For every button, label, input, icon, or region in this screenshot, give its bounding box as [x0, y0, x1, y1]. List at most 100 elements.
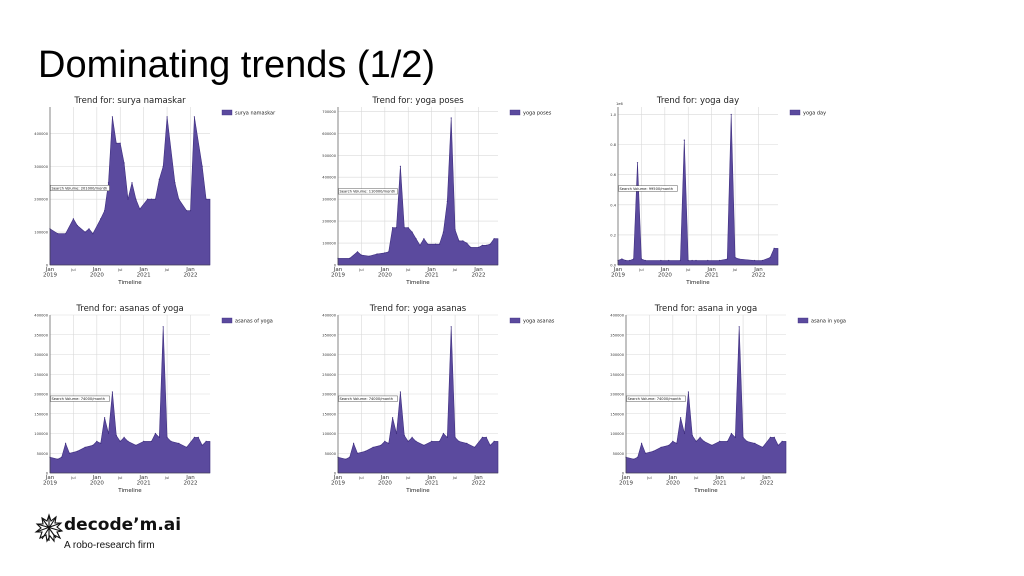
data-point	[372, 446, 374, 448]
data-point	[384, 440, 386, 442]
y-tick-label: 200000	[34, 393, 48, 397]
svg-text:Search Volume: 74000/month: Search Volume: 74000/month	[340, 397, 394, 401]
y-tick-label: 0	[46, 264, 49, 268]
legend: yoga poses	[509, 109, 552, 117]
data-point	[76, 224, 78, 227]
data-point	[411, 436, 413, 438]
y-tick-label: 350000	[610, 333, 624, 337]
x-tick-label: Jul	[685, 268, 690, 272]
data-point	[485, 436, 487, 438]
x-tick-label: Jul	[646, 476, 651, 480]
search-volume-annotation: Search Volume: 99500/month	[618, 185, 678, 192]
data-point	[474, 446, 476, 448]
chart-title: Trend for: asana in yoga	[654, 304, 758, 314]
data-point	[762, 446, 764, 448]
data-point	[485, 244, 487, 246]
data-point	[633, 258, 635, 260]
data-point	[403, 227, 405, 229]
y-tick-label: 50000	[325, 452, 337, 456]
data-point	[660, 446, 662, 448]
data-point	[201, 165, 203, 167]
data-point	[376, 253, 378, 255]
x-tick-label: Jul	[358, 268, 363, 272]
y-tick-label: 50000	[613, 452, 625, 456]
legend-label: asanas of yoga	[235, 319, 273, 325]
data-point	[640, 258, 642, 260]
x-tick-label: Jul	[117, 268, 122, 272]
data-point	[392, 417, 394, 419]
y-tick-label: 150000	[610, 412, 624, 416]
data-point	[738, 326, 740, 328]
x-tick-label: Jul	[164, 268, 169, 272]
data-point	[353, 442, 355, 444]
data-point	[388, 442, 390, 444]
y-tick-label: 350000	[34, 333, 48, 337]
data-point	[88, 228, 90, 230]
data-point	[174, 182, 176, 184]
x-tick-label: Jan 2021	[137, 267, 151, 279]
y-tick-label: 250000	[322, 373, 336, 377]
data-point	[687, 259, 689, 262]
data-point	[442, 432, 444, 435]
data-point	[450, 326, 452, 328]
y-tick-label: 300000	[322, 353, 336, 357]
data-point	[427, 243, 429, 245]
data-point	[680, 417, 682, 419]
x-tick-label: Jan 2020	[90, 475, 104, 487]
data-point	[493, 238, 495, 240]
svg-text:Search Volume: 74000/month: Search Volume: 74000/month	[628, 397, 682, 401]
legend-swatch	[221, 109, 233, 116]
data-point	[123, 436, 125, 438]
y-tick-label: 150000	[34, 412, 48, 416]
y-tick-label: 200000	[610, 393, 624, 397]
legend: asana in yoga	[797, 317, 846, 325]
x-tick-label: Jan 2021	[137, 475, 151, 487]
data-point	[399, 391, 401, 393]
y-tick-label: 0.0	[610, 264, 616, 268]
brain-logo-icon	[34, 513, 64, 543]
data-point	[442, 231, 444, 233]
chart-yoga-day: Trend for: yoga day 0.0 0.2 0.4 0.6 0.8 1.0 1e6…	[610, 96, 826, 286]
x-tick-label: Jan 2021	[425, 267, 439, 279]
x-axis-label: Timeline	[117, 280, 142, 286]
chart-title: Trend for: yoga asanas	[369, 304, 467, 314]
data-point	[84, 446, 86, 448]
data-points	[337, 117, 495, 259]
y-tick-label: 300000	[34, 353, 48, 357]
x-tick-label: Jan 2020	[658, 267, 672, 279]
data-point	[446, 436, 448, 438]
data-point	[773, 247, 775, 249]
data-point	[104, 210, 106, 212]
data-point	[629, 259, 631, 262]
data-point	[769, 436, 771, 438]
chart-title: Trend for: yoga poses	[371, 96, 464, 106]
data-point	[423, 444, 425, 446]
data-point	[466, 242, 468, 244]
legend-swatch	[509, 109, 521, 116]
y-tick-label: 350000	[322, 333, 336, 337]
data-point	[68, 452, 71, 454]
y-tick-label: 0	[334, 472, 337, 476]
data-point	[644, 259, 646, 262]
data-point	[360, 254, 362, 256]
x-tick-label: Jul	[638, 268, 643, 272]
data-point	[150, 198, 153, 200]
data-point	[726, 258, 728, 260]
data-point	[462, 240, 464, 242]
x-tick-label: Jul	[405, 268, 410, 272]
data-point	[193, 116, 195, 118]
chart-yoga-asanas: Trend for: yoga asanas 0 50000 100000 150000…	[322, 304, 555, 494]
data-point	[65, 233, 67, 235]
y-tick-label: 400000	[322, 176, 336, 180]
data-point	[683, 432, 686, 435]
legend: asanas of yoga	[221, 317, 273, 325]
y-tick-label: 0.2	[610, 233, 616, 237]
legend: yoga day	[789, 109, 826, 117]
data-point	[143, 440, 145, 442]
x-tick-label: Jul	[732, 268, 737, 272]
data-point	[644, 452, 647, 454]
data-point	[699, 436, 701, 438]
chart-title: Trend for: surya namaskar	[73, 96, 186, 106]
x-tick-label: Jul	[358, 476, 363, 480]
x-tick-label: Jan 2022	[471, 475, 485, 487]
